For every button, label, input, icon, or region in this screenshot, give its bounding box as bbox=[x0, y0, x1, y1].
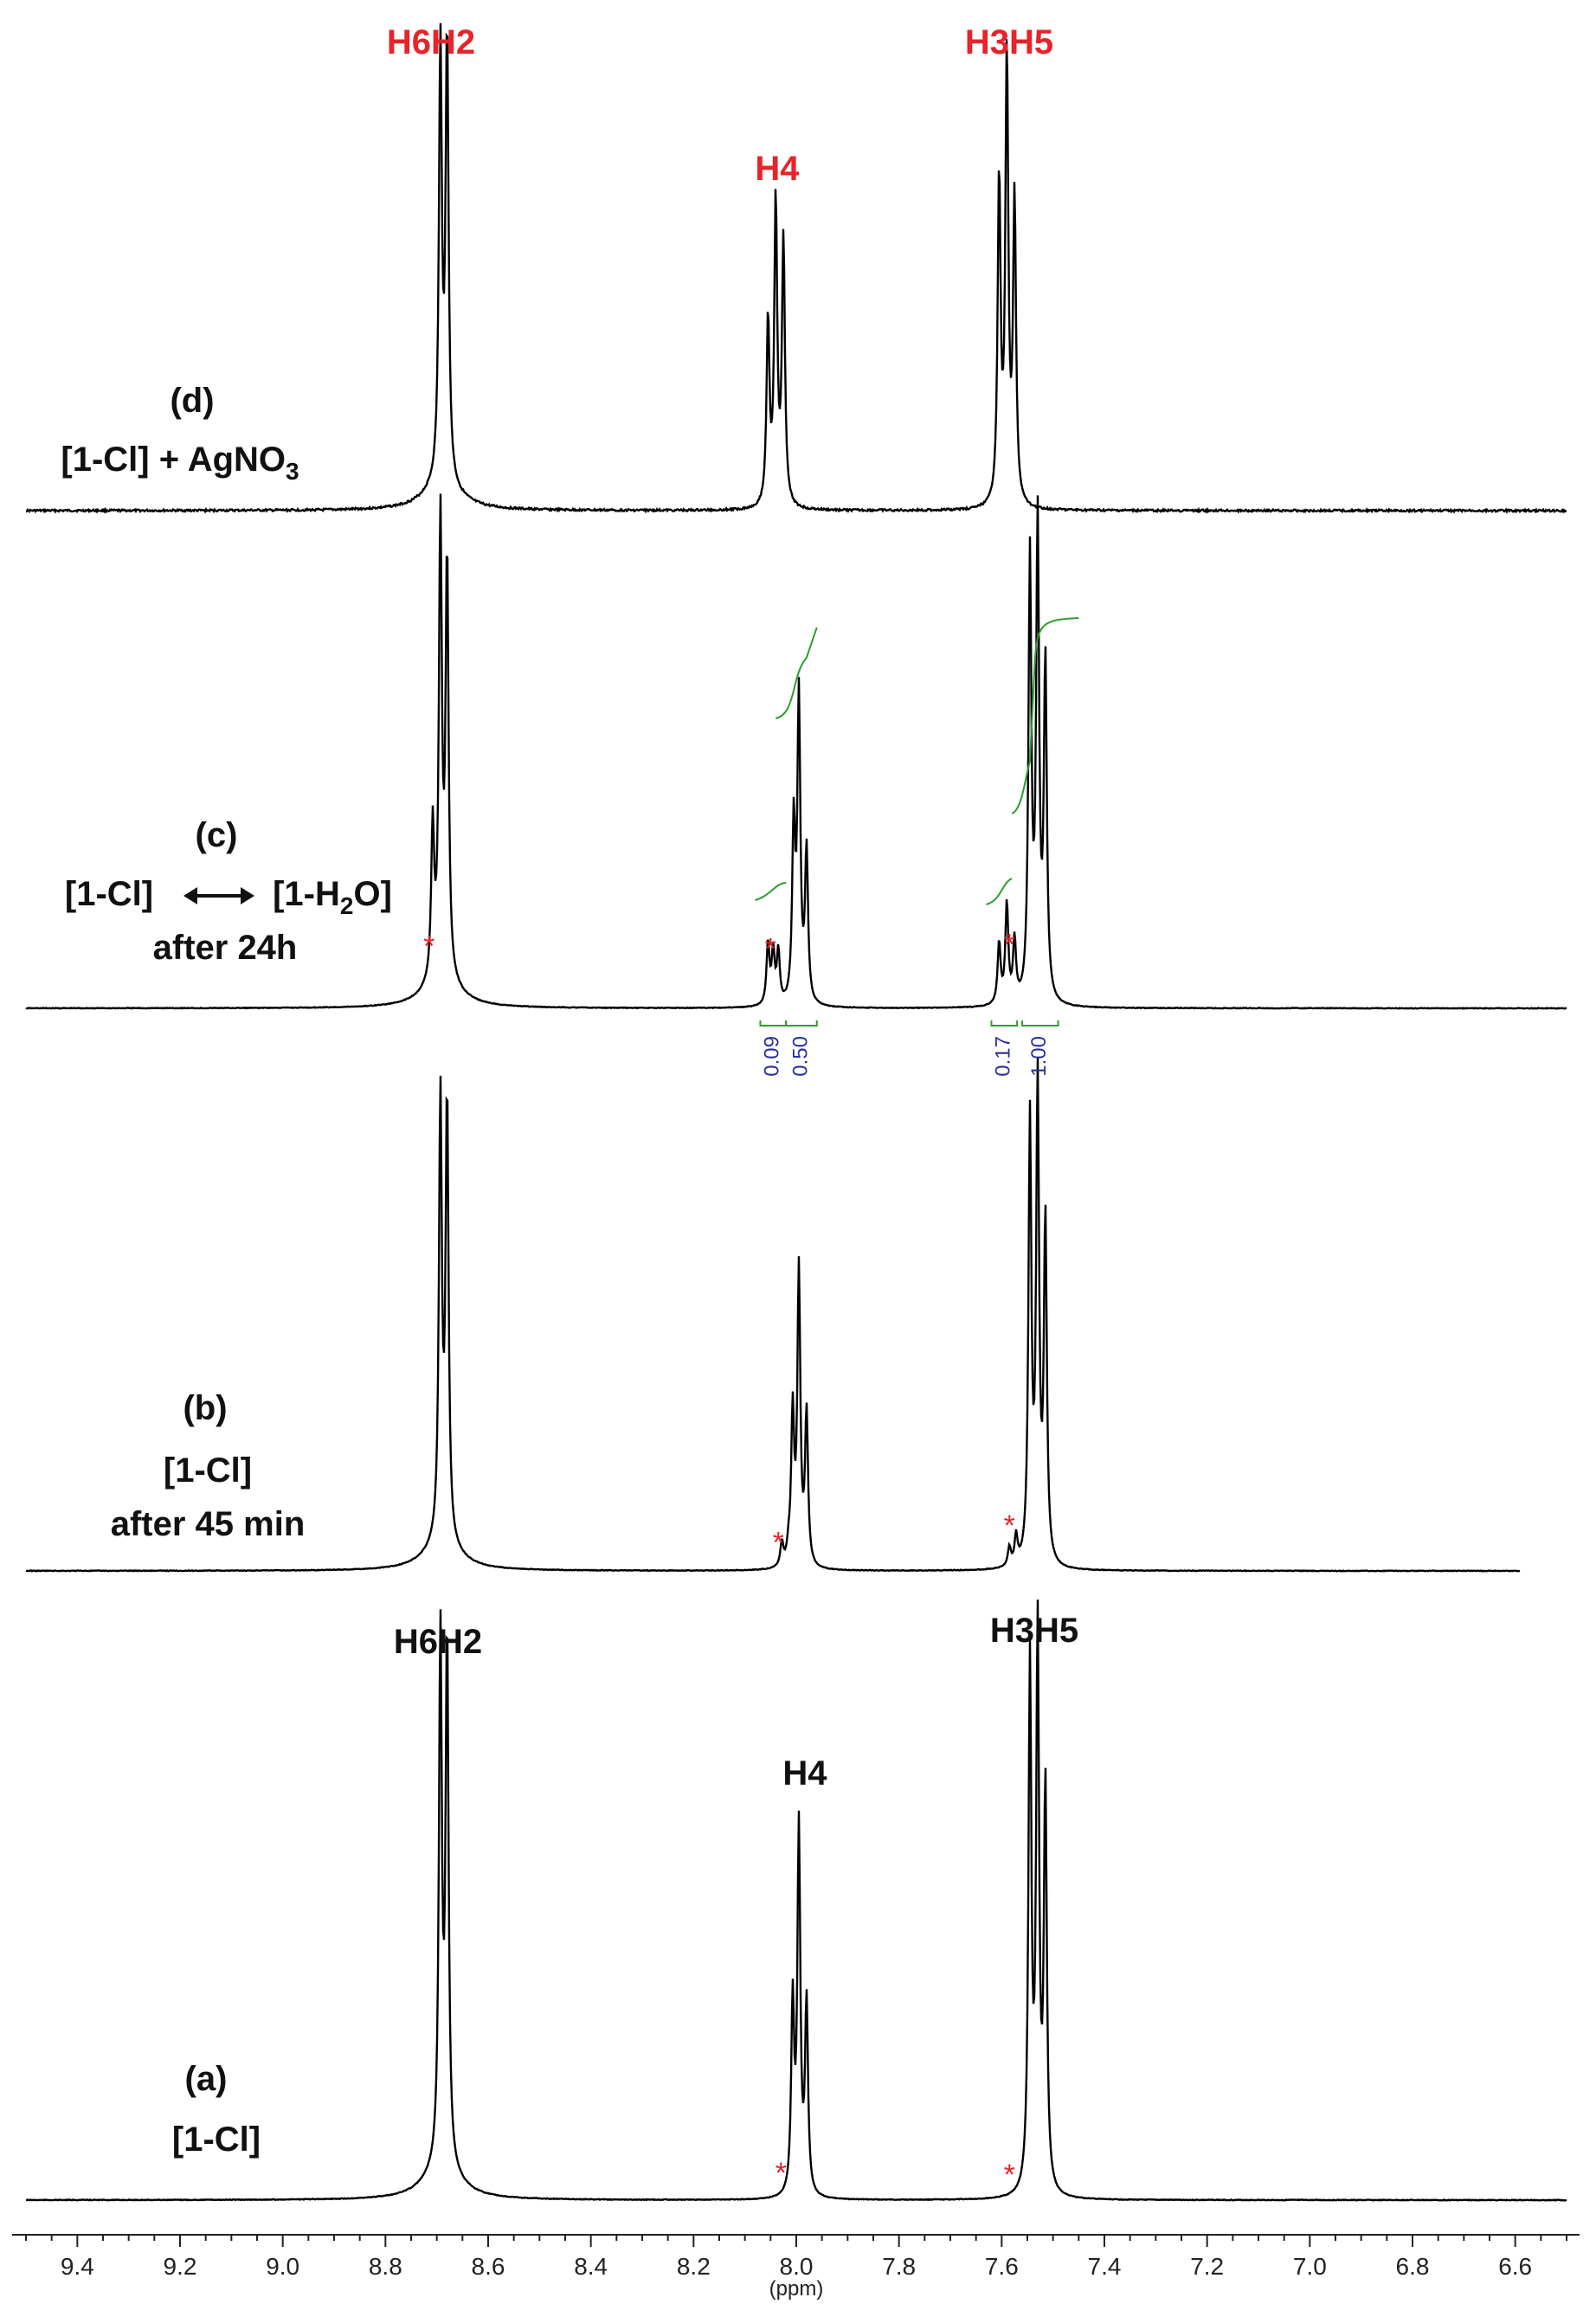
spectrum-label-b: (b) [1-Cl] after 45 min bbox=[111, 1389, 306, 1543]
impurity-star-a-1: * bbox=[1004, 2159, 1015, 2191]
spectra-traces bbox=[25, 23, 1567, 2202]
x-tick-label: 7.6 bbox=[985, 2253, 1019, 2280]
peak-label-h4-red: H4 bbox=[755, 150, 800, 188]
integral-bracket-3 bbox=[1021, 1020, 1059, 1027]
x-tick-label: 8.2 bbox=[677, 2253, 711, 2280]
integral-curve-2 bbox=[986, 878, 1013, 905]
integral-curve-1 bbox=[775, 627, 818, 719]
spectrum-desc-c-right-b: O] bbox=[353, 875, 391, 913]
spectrum-desc-d-main: [1-Cl] + AgNO bbox=[61, 441, 286, 479]
spectrum-id-b: (b) bbox=[183, 1389, 227, 1427]
spectrum-desc-c-right-subscript: 2 bbox=[340, 892, 354, 919]
spectrum-label-c: (c) [1-Cl] [1-H2O] after 24h bbox=[65, 816, 392, 967]
peak-label-h3h5: H3H5 bbox=[990, 1612, 1078, 1650]
spectrum-desc-c-right-a: [1-H bbox=[273, 875, 340, 913]
spectrum-desc-d-subscript: 3 bbox=[286, 458, 299, 485]
spectrum-id-d: (d) bbox=[170, 382, 214, 420]
spectrum-desc-b-time: after 45 min bbox=[111, 1505, 306, 1543]
peak-labels-a: H6H2 H4 H3H5 bbox=[394, 1612, 1078, 1792]
integral-value-2: 0.17 bbox=[992, 1036, 1015, 1077]
impurity-star-b-1: * bbox=[1004, 1509, 1015, 1542]
peak-label-h6h2: H6H2 bbox=[394, 1623, 482, 1661]
impurity-star-c-0: * bbox=[423, 930, 434, 963]
x-tick-label: 7.2 bbox=[1190, 2253, 1224, 2280]
x-tick-label: 7.8 bbox=[882, 2253, 916, 2280]
x-tick-label: 9.4 bbox=[61, 2253, 94, 2280]
x-tick-label: 8.6 bbox=[472, 2253, 505, 2280]
spectrum-trace-a bbox=[26, 1599, 1567, 2202]
integral-bracket-2 bbox=[990, 1020, 1019, 1027]
x-axis-title: (ppm) bbox=[769, 2277, 824, 2301]
spectrum-desc-c-time: after 24h bbox=[153, 929, 298, 967]
impurity-star-b-0: * bbox=[773, 1527, 784, 1560]
integral-curve-0 bbox=[755, 882, 787, 901]
integral-curve-3 bbox=[1011, 617, 1079, 814]
impurity-star-c-2: * bbox=[1004, 928, 1015, 961]
x-axis: 9.4 9.2 9.0 8.8 8.6 8.4 8.2 8.0 7.8 7.6 7.4 7.2 7.0 6… bbox=[12, 2234, 1580, 2280]
x-tick-label: 8.8 bbox=[369, 2253, 402, 2280]
impurity-star-a-0: * bbox=[775, 2157, 787, 2190]
peak-label-h3h5-red: H3H5 bbox=[965, 23, 1053, 61]
x-tick-label: 6.6 bbox=[1498, 2253, 1532, 2280]
integral-bracket-0 bbox=[759, 1020, 788, 1027]
integral-value-3: 1.00 bbox=[1027, 1036, 1051, 1077]
integral-value-1: 0.50 bbox=[788, 1036, 812, 1077]
x-tick-label: 7.0 bbox=[1293, 2253, 1327, 2280]
impurity-star-c-1: * bbox=[765, 932, 776, 965]
spectrum-desc-c-left: [1-Cl] bbox=[65, 875, 153, 913]
spectrum-desc-c-right: [1-H2O] bbox=[273, 875, 392, 919]
x-tick-label: 7.4 bbox=[1088, 2253, 1122, 2280]
spectrum-trace-c bbox=[25, 493, 1567, 1010]
x-tick-label: 9.2 bbox=[164, 2253, 197, 2280]
peak-label-h6h2-red: H6H2 bbox=[387, 23, 475, 61]
spectrum-desc-b: [1-Cl] bbox=[164, 1451, 252, 1490]
integral-value-0: 0.09 bbox=[761, 1036, 784, 1077]
spectrum-desc-a: [1-Cl] bbox=[172, 2121, 261, 2159]
spectrum-label-d: (d) [1-Cl] + AgNO3 bbox=[61, 382, 299, 485]
spectrum-desc-d: [1-Cl] + AgNO3 bbox=[61, 441, 299, 485]
spectrum-trace-b bbox=[25, 1058, 1521, 1573]
spectrum-trace-d bbox=[25, 23, 1567, 514]
x-tick-label: 9.0 bbox=[266, 2253, 299, 2280]
spectrum-id-c: (c) bbox=[196, 816, 238, 854]
exchange-double-arrow-icon bbox=[183, 887, 254, 904]
integral-bracket-1 bbox=[785, 1020, 818, 1027]
x-tick-label: 8.4 bbox=[574, 2253, 608, 2280]
x-tick-label: 6.8 bbox=[1396, 2253, 1430, 2280]
spectrum-id-a: (a) bbox=[185, 2060, 228, 2098]
spectrum-label-a: (a) [1-Cl] bbox=[172, 2060, 261, 2159]
x-tick-label: 8.0 bbox=[780, 2253, 814, 2280]
peak-label-h4: H4 bbox=[782, 1754, 827, 1792]
peak-labels-d: H6H2 H4 H3H5 bbox=[387, 23, 1053, 188]
spectra-overlay: * * * 0.09 0.50 0.17 1.00 * * * * bbox=[423, 617, 1079, 2191]
